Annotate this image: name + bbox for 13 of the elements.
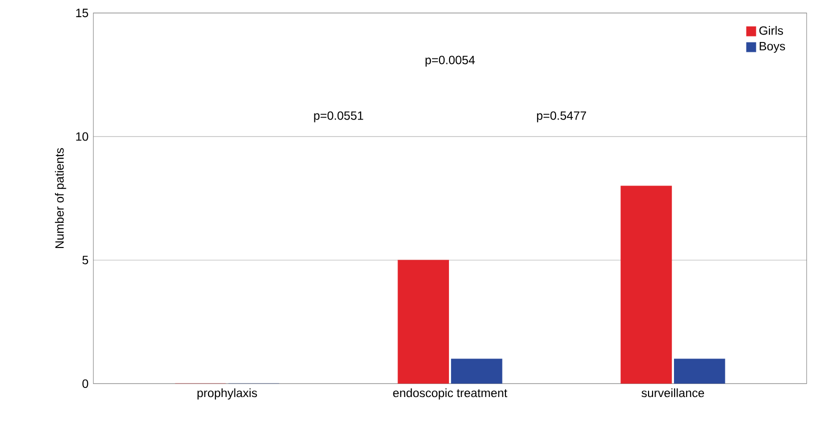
legend-label: Girls	[759, 26, 784, 35]
y-tick-label: 15	[76, 8, 88, 18]
y-tick-label: 5	[82, 256, 88, 264]
x-tick-label: endoscopic treatment	[393, 388, 508, 400]
x-tick-label: prophylaxis	[198, 388, 257, 400]
legend-label: Boys	[760, 42, 786, 53]
annotation: p=0.5477	[537, 111, 586, 122]
x-tick-label: surveillance	[642, 388, 704, 398]
y-tick-label: 0	[82, 379, 88, 388]
y-axis-title: Number of patients	[54, 148, 66, 248]
y-tick-label: 10	[76, 132, 88, 141]
annotation: p=0.0551	[314, 111, 364, 122]
annotation: p=0.0054	[426, 56, 475, 67]
